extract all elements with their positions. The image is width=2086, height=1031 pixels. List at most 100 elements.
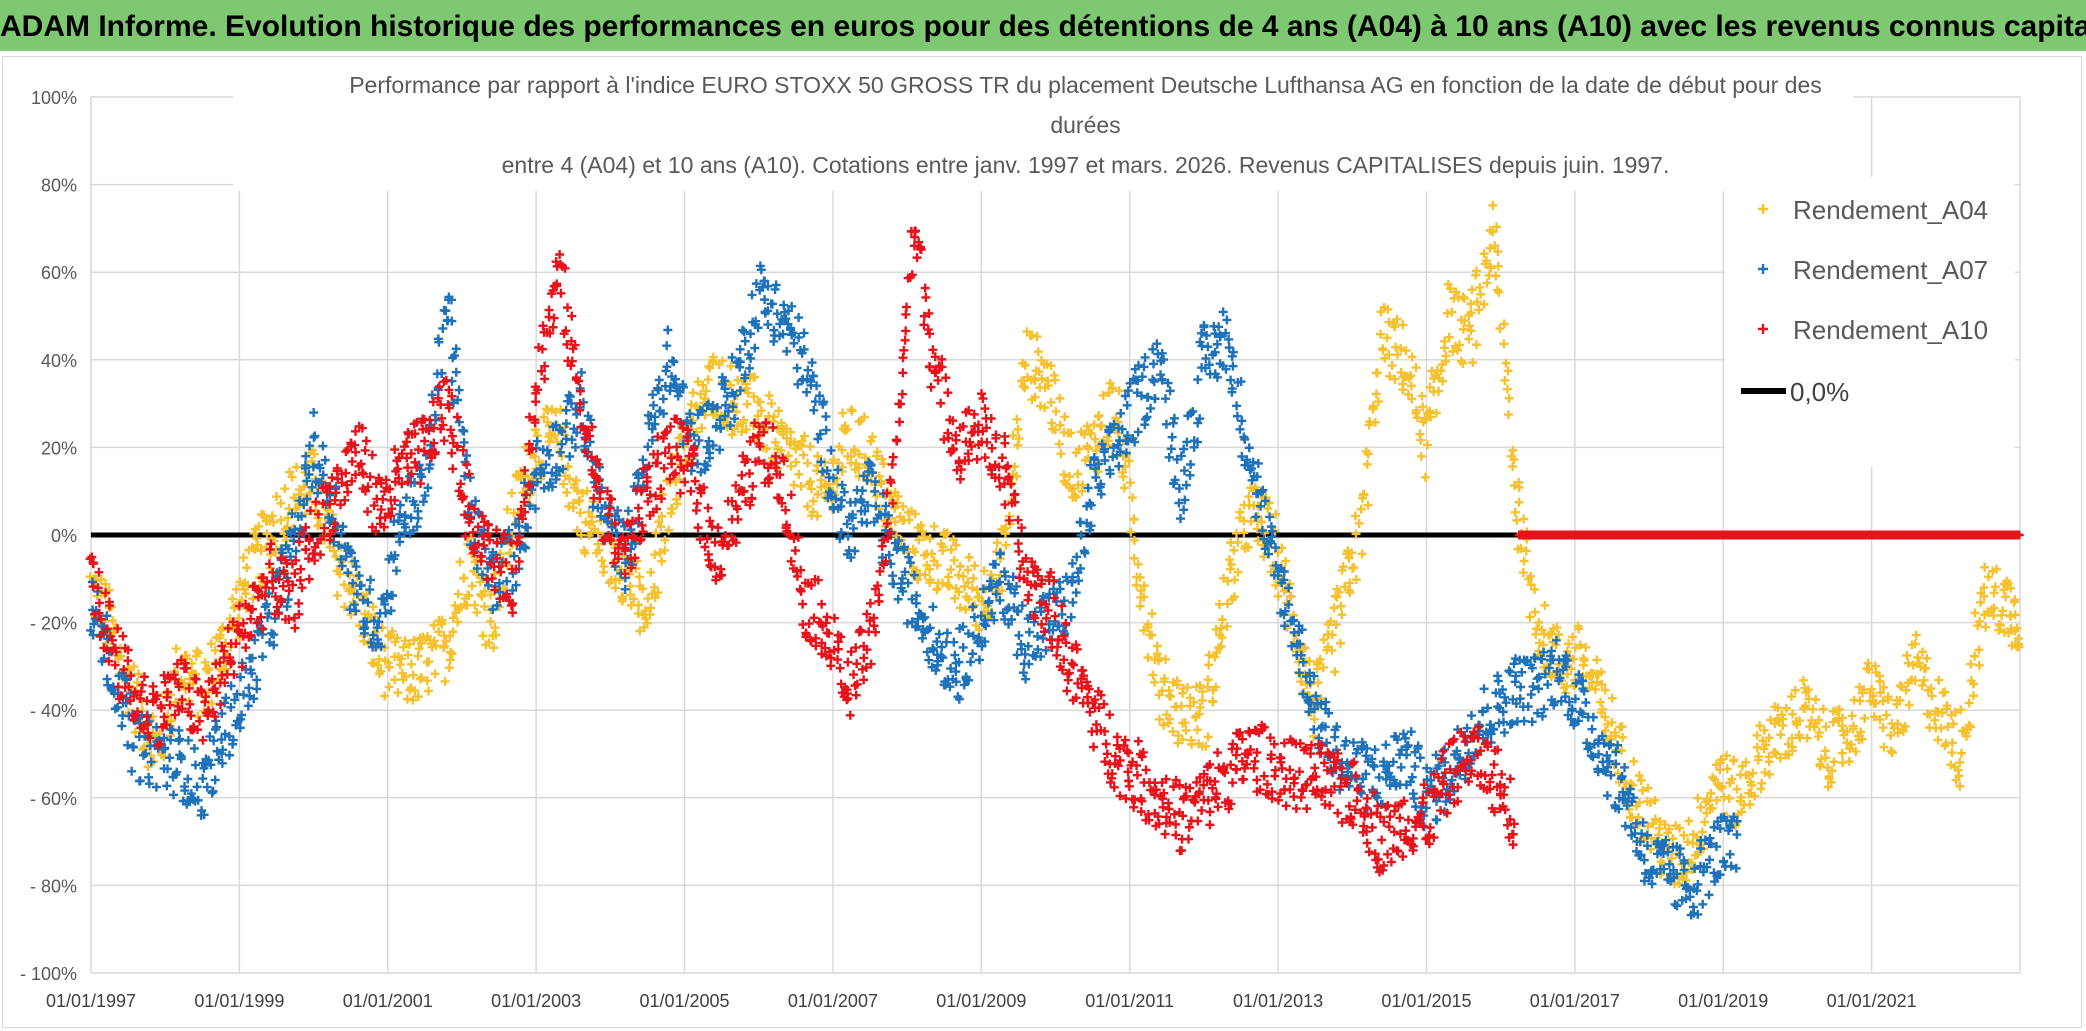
point-rendement-a07: [750, 343, 760, 353]
point-rendement-a04: [1222, 621, 1232, 631]
point-rendement-a04: [1519, 514, 1529, 524]
point-rendement-a04: [1103, 436, 1113, 446]
point-rendement-a04: [641, 614, 651, 624]
point-rendement-a10: [1403, 815, 1413, 825]
point-rendement-a04: [1960, 728, 1970, 738]
point-rendement-a04: [743, 388, 753, 398]
point-rendement-a07: [1071, 588, 1081, 598]
point-rendement-a04: [575, 508, 585, 518]
point-rendement-a04: [1650, 795, 1660, 805]
point-rendement-a04: [1696, 802, 1706, 812]
point-rendement-a04: [1895, 696, 1905, 706]
point-rendement-a04: [1129, 535, 1139, 545]
point-rendement-a07: [175, 734, 185, 744]
point-rendement-a04: [813, 489, 823, 499]
point-rendement-a04: [1655, 816, 1665, 826]
point-rendement-a07: [1704, 890, 1714, 900]
point-rendement-a04: [1354, 518, 1364, 528]
point-rendement-a04: [890, 503, 900, 513]
point-rendement-a04: [1827, 766, 1837, 776]
point-rendement-a07: [564, 390, 574, 400]
point-rendement-a04: [1607, 693, 1617, 703]
point-rendement-a04: [837, 466, 847, 476]
point-rendement-a04: [1495, 324, 1505, 334]
point-rendement-a04: [786, 461, 796, 471]
point-rendement-a10: [563, 303, 573, 313]
point-rendement-a04: [660, 535, 670, 545]
point-rendement-a07: [903, 578, 913, 588]
point-rendement-a04: [423, 686, 433, 696]
point-rendement-a04: [552, 437, 562, 447]
point-rendement-a04: [1020, 383, 1030, 393]
point-rendement-a04: [964, 595, 974, 605]
point-rendement-a04: [1956, 705, 1966, 715]
point-rendement-a04: [1493, 247, 1503, 257]
point-rendement-a07: [763, 320, 773, 330]
point-rendement-a07: [359, 628, 369, 638]
point-rendement-a10: [977, 389, 987, 399]
point-rendement-a04: [1077, 486, 1087, 496]
point-rendement-a04: [1919, 675, 1929, 685]
point-rendement-a04: [101, 579, 111, 589]
point-rendement-a04: [717, 356, 727, 366]
point-rendement-a10: [567, 311, 577, 321]
x-tick-label: 01/01/2013: [1233, 991, 1323, 1011]
point-rendement-a04: [910, 547, 920, 557]
point-rendement-a07: [1620, 762, 1630, 772]
point-rendement-a04: [742, 399, 752, 409]
point-rendement-a04: [262, 529, 272, 539]
point-rendement-a04: [1139, 581, 1149, 591]
point-rendement-a04: [1300, 643, 1310, 653]
point-rendement-a04: [805, 477, 815, 487]
point-rendement-a04: [1710, 775, 1720, 785]
point-rendement-a04: [917, 526, 927, 536]
point-rendement-a04: [507, 488, 517, 498]
point-rendement-a04: [1554, 630, 1564, 640]
point-rendement-a04: [1458, 358, 1468, 368]
point-rendement-a10: [1285, 765, 1295, 775]
point-rendement-a04: [1790, 685, 1800, 695]
point-rendement-a04: [1625, 813, 1635, 823]
point-rendement-a04: [1363, 500, 1373, 510]
point-rendement-a10: [1052, 650, 1062, 660]
point-rendement-a04: [1914, 658, 1924, 668]
point-rendement-a10: [1193, 816, 1203, 826]
point-rendement-a07: [305, 441, 315, 451]
point-rendement-a04: [1983, 572, 1993, 582]
point-rendement-a07: [256, 623, 266, 633]
point-rendement-a04: [925, 534, 935, 544]
point-rendement-a07: [775, 319, 785, 329]
point-rendement-a04: [1105, 378, 1115, 388]
point-rendement-a10: [933, 375, 943, 385]
point-rendement-a04: [1878, 696, 1888, 706]
point-rendement-a04: [893, 491, 903, 501]
point-rendement-a04: [849, 445, 859, 455]
y-tick-label: 100%: [31, 88, 77, 108]
point-rendement-a07: [249, 694, 259, 704]
point-rendement-a04: [614, 575, 624, 585]
point-rendement-a04: [756, 406, 766, 416]
point-rendement-a07: [1068, 597, 1078, 607]
point-rendement-a07: [318, 441, 328, 451]
point-rendement-a10: [1398, 852, 1408, 862]
point-rendement-a10: [898, 353, 908, 363]
point-rendement-a04: [1596, 667, 1606, 677]
point-rendement-a04: [578, 488, 588, 498]
point-rendement-a07: [221, 693, 231, 703]
point-rendement-a04: [1781, 703, 1791, 713]
point-rendement-a04: [1347, 548, 1357, 558]
point-rendement-a04: [242, 563, 252, 573]
y-tick-label: - 100%: [20, 964, 77, 984]
point-rendement-a10: [496, 567, 506, 577]
point-rendement-a04: [1798, 675, 1808, 685]
point-rendement-a04: [1223, 576, 1233, 586]
point-rendement-a04: [410, 686, 420, 696]
point-rendement-a04: [1950, 707, 1960, 717]
point-rendement-a10: [824, 629, 834, 639]
point-rendement-a10: [786, 490, 796, 500]
point-rendement-a04: [920, 570, 930, 580]
point-rendement-a10: [912, 253, 922, 263]
point-rendement-a04: [1975, 616, 1985, 626]
point-rendement-a07: [437, 368, 447, 378]
point-rendement-a04: [1910, 639, 1920, 649]
